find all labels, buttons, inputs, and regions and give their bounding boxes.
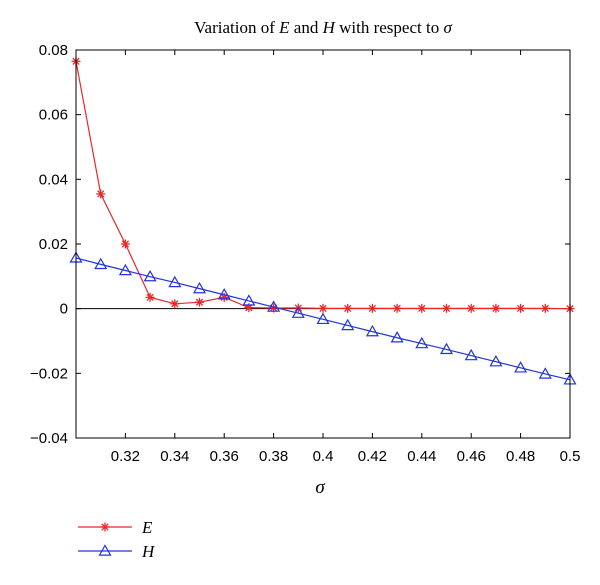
series-h-point [143, 269, 157, 282]
legend-item-h: H [78, 542, 156, 561]
series-h-point [118, 263, 132, 276]
series-e-point [466, 303, 476, 313]
series-h-point [192, 281, 207, 294]
series-h-point [538, 367, 552, 379]
x-tick-label: 0.36 [210, 448, 239, 465]
x-tick-label: 0.48 [506, 448, 535, 465]
series-h-point [514, 361, 528, 373]
y-tick-label: 0.06 [39, 107, 68, 124]
series-h-point [415, 336, 429, 349]
y-tick-label: 0.08 [39, 42, 68, 59]
x-tick-label: 0.5 [560, 448, 581, 465]
series-h-point [267, 300, 281, 312]
series-e-point [516, 303, 526, 313]
x-tick-label: 0.32 [111, 448, 140, 465]
series-e-point [145, 292, 155, 302]
series-e-point [170, 299, 180, 309]
series-h-point [489, 354, 503, 367]
series-e-point [195, 297, 204, 307]
plot-frame [75, 49, 571, 439]
y-tick-label: −0.02 [30, 365, 68, 382]
series-h-point [168, 275, 182, 288]
x-tick-label: 0.38 [259, 448, 288, 465]
y-tick-label: 0.02 [39, 236, 68, 253]
chart-title: Variation of E and H with respect to σ [194, 18, 452, 37]
series-e-point [392, 303, 402, 313]
x-tick-label: 0.46 [457, 448, 486, 465]
series-e-point [318, 303, 328, 313]
series-h-point [94, 257, 108, 270]
x-tick-label: 0.4 [313, 448, 334, 465]
y-tick-label: −0.04 [30, 430, 68, 447]
series-e-point [540, 303, 550, 313]
legend: EH [78, 518, 156, 561]
series-h-point [242, 294, 256, 306]
legend-label-e: E [141, 518, 153, 537]
legend-marker-e [100, 522, 110, 532]
x-axis-label: σ [315, 477, 325, 498]
series-h-point [217, 288, 231, 300]
tick-layer: −0.04 −0.02 0 0.02 0.04 0.06 0.08 0.32 0.34 0.36 0… [30, 42, 580, 465]
series-e-point [417, 303, 427, 313]
x-tick-label: 0.42 [358, 448, 387, 465]
y-tick-label: 0 [60, 301, 68, 318]
series-h-point [365, 324, 379, 337]
series-e-point [367, 303, 377, 313]
series-e-point [120, 239, 130, 249]
series-h-point [390, 331, 404, 343]
series-h-point [341, 318, 355, 331]
series-e-point [442, 303, 451, 313]
y-tick-label: 0.04 [39, 171, 68, 188]
series-h-point [439, 342, 454, 355]
series-h-line [75, 257, 571, 381]
x-tick-label: 0.34 [160, 448, 189, 465]
x-tick-label: 0.44 [407, 448, 436, 465]
legend-label-h: H [141, 542, 156, 561]
legend-item-e: E [78, 518, 153, 537]
series-e-point [343, 303, 353, 313]
series-layer [69, 56, 577, 385]
series-h-point [464, 348, 478, 361]
series-h-point [316, 312, 330, 325]
series-h-point [291, 306, 305, 318]
series-e-point [96, 189, 106, 199]
series-e-point [491, 303, 501, 313]
legend-marker-h [98, 544, 112, 556]
